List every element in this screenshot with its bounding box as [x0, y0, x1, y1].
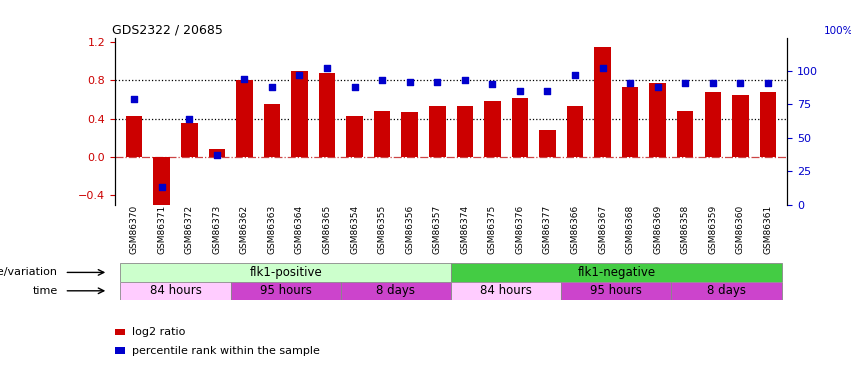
Bar	[319, 73, 335, 157]
Text: 84 hours: 84 hours	[480, 284, 532, 297]
Text: GSM86372: GSM86372	[185, 205, 194, 254]
Text: 8 days: 8 days	[376, 284, 415, 297]
Bar	[622, 87, 638, 157]
Bar	[732, 95, 749, 157]
Text: 8 days: 8 days	[707, 284, 746, 297]
Point	[182, 116, 196, 122]
Point	[596, 65, 609, 71]
Text: 95 hours: 95 hours	[591, 284, 643, 297]
Text: GSM86373: GSM86373	[213, 205, 221, 254]
Bar	[231, 282, 340, 300]
Point	[623, 80, 637, 86]
Bar	[120, 263, 451, 282]
Bar	[484, 100, 500, 157]
Bar	[540, 130, 556, 157]
Text: GSM86376: GSM86376	[516, 205, 524, 254]
Point	[513, 88, 527, 94]
Point	[568, 72, 582, 78]
Bar	[153, 157, 170, 210]
Point	[431, 79, 444, 85]
Bar	[594, 47, 611, 157]
Bar	[511, 98, 528, 157]
Point	[458, 77, 471, 83]
Text: GSM86358: GSM86358	[681, 205, 689, 254]
Bar	[340, 282, 451, 300]
Point	[706, 80, 720, 86]
Bar	[402, 112, 418, 157]
Text: GSM86370: GSM86370	[129, 205, 139, 254]
Point	[155, 184, 168, 190]
Text: log2 ratio: log2 ratio	[132, 327, 186, 337]
Text: GSM86374: GSM86374	[460, 205, 469, 254]
Point	[375, 77, 389, 83]
Text: GSM86357: GSM86357	[433, 205, 442, 254]
Bar	[346, 116, 363, 157]
Text: GSM86366: GSM86366	[570, 205, 580, 254]
Point	[734, 80, 747, 86]
Text: percentile rank within the sample: percentile rank within the sample	[132, 346, 320, 355]
Bar	[562, 282, 671, 300]
Point	[540, 88, 554, 94]
Text: GSM86364: GSM86364	[295, 205, 304, 254]
Text: GSM86371: GSM86371	[157, 205, 166, 254]
Point	[266, 84, 279, 90]
Bar	[181, 123, 197, 157]
Text: 100%: 100%	[824, 26, 851, 36]
Text: GSM86356: GSM86356	[405, 205, 414, 254]
Text: GSM86355: GSM86355	[378, 205, 386, 254]
Text: GSM86377: GSM86377	[543, 205, 552, 254]
Bar	[291, 71, 308, 157]
Text: GSM86369: GSM86369	[654, 205, 662, 254]
Bar	[705, 92, 721, 157]
Bar	[671, 282, 782, 300]
Point	[128, 96, 141, 102]
Text: GDS2322 / 20685: GDS2322 / 20685	[111, 23, 222, 36]
Text: GSM86368: GSM86368	[625, 205, 635, 254]
Bar	[451, 263, 782, 282]
Point	[761, 80, 774, 86]
Text: GSM86375: GSM86375	[488, 205, 497, 254]
Text: flk1-negative: flk1-negative	[577, 266, 655, 279]
Point	[403, 79, 416, 85]
Bar	[126, 116, 142, 157]
Point	[348, 84, 362, 90]
Text: 95 hours: 95 hours	[260, 284, 311, 297]
Text: flk1-positive: flk1-positive	[249, 266, 322, 279]
Point	[320, 65, 334, 71]
Bar	[236, 81, 253, 157]
Point	[486, 81, 500, 87]
Text: GSM86362: GSM86362	[240, 205, 248, 254]
Text: 84 hours: 84 hours	[150, 284, 202, 297]
Text: GSM86363: GSM86363	[267, 205, 277, 254]
Text: genotype/variation: genotype/variation	[0, 267, 58, 278]
Bar	[120, 282, 231, 300]
Bar	[456, 106, 473, 157]
Bar	[208, 149, 226, 157]
Bar	[264, 104, 280, 157]
Bar	[451, 282, 562, 300]
Text: GSM86361: GSM86361	[763, 205, 773, 254]
Point	[678, 80, 692, 86]
Text: GSM86354: GSM86354	[350, 205, 359, 254]
Point	[237, 76, 251, 82]
Text: GSM86365: GSM86365	[323, 205, 332, 254]
Text: GSM86367: GSM86367	[598, 205, 607, 254]
Text: time: time	[32, 286, 58, 296]
Bar	[760, 92, 776, 157]
Text: GSM86359: GSM86359	[708, 205, 717, 254]
Bar	[567, 106, 583, 157]
Text: GSM86360: GSM86360	[736, 205, 745, 254]
Bar	[649, 83, 666, 157]
Bar	[374, 111, 391, 157]
Point	[210, 152, 224, 158]
Bar	[677, 111, 694, 157]
Point	[293, 72, 306, 78]
Point	[651, 84, 665, 90]
Bar	[429, 106, 446, 157]
